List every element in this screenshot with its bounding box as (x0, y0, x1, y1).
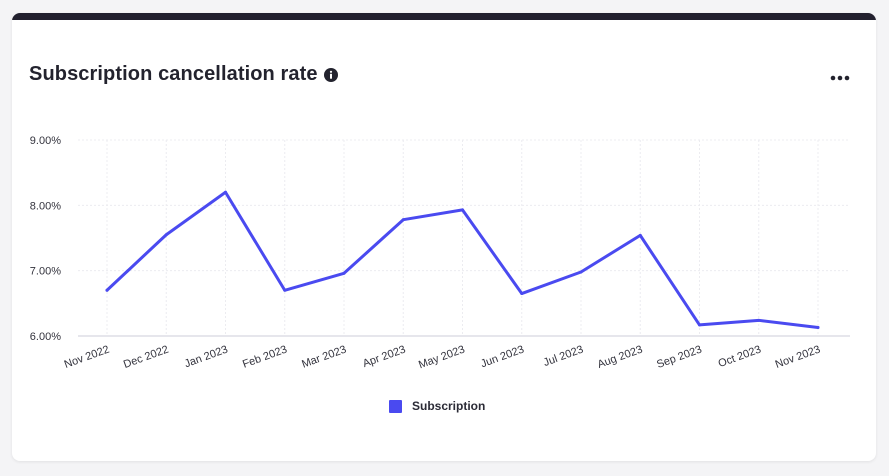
y-tick-label: 6.00% (30, 331, 61, 343)
card-header: Subscription cancellation rate (29, 63, 338, 86)
legend-swatch[interactable] (389, 399, 402, 413)
x-tick-label: Nov 2022 (63, 344, 111, 371)
legend-label[interactable]: Subscription (412, 399, 486, 413)
line-chart: 9.00% 8.00% 7.00% 6.00%Nov 2022 Dec 2022 Jan … (30, 135, 850, 372)
data-point (816, 326, 820, 330)
x-tick-label: Mar 2023 (300, 344, 348, 371)
x-tick-label: Oct 2023 (717, 344, 763, 371)
data-point (105, 288, 109, 292)
data-point (342, 271, 346, 275)
data-point (520, 292, 524, 296)
data-point (224, 190, 227, 194)
x-tick-label: Jun 2023 (479, 344, 526, 371)
card-top-bar (12, 13, 876, 20)
x-tick-label: Jan 2023 (183, 344, 230, 371)
x-tick-label: Nov 2023 (774, 344, 822, 371)
x-tick-label: Jul 2023 (542, 344, 585, 370)
chart-title: Subscription cancellation rate (29, 63, 318, 85)
x-tick-label: Sep 2023 (655, 344, 703, 371)
chart-card: Subscription cancellation rate 9.00% 8.00… (12, 13, 876, 461)
data-point (461, 208, 464, 212)
info-icon[interactable] (323, 67, 338, 82)
data-point (579, 270, 583, 274)
y-tick-label: 8.00% (30, 200, 61, 212)
data-point (401, 218, 405, 222)
y-tick-label: 9.00% (30, 135, 61, 147)
more-options-button[interactable] (830, 71, 850, 83)
legend: Subscription (389, 399, 485, 413)
data-point (164, 233, 168, 237)
data-point (698, 323, 701, 327)
data-point (757, 318, 761, 322)
more-horizontal-icon (830, 75, 850, 81)
x-tick-label: Feb 2023 (241, 344, 289, 371)
data-point (638, 233, 642, 237)
x-tick-label: Dec 2022 (122, 344, 170, 371)
x-tick-label: May 2023 (417, 344, 467, 372)
y-tick-label: 7.00% (30, 266, 61, 278)
data-point (283, 288, 287, 292)
x-tick-label: Aug 2023 (596, 344, 644, 371)
x-tick-label: Apr 2023 (361, 344, 407, 371)
